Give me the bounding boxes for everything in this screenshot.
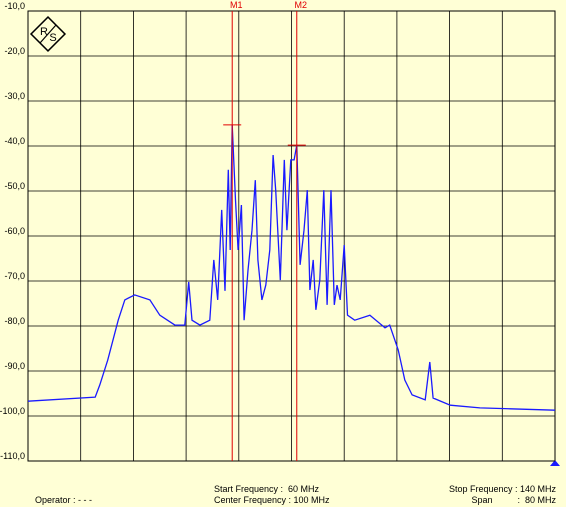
logo-letter: S [49, 32, 56, 44]
info-start: Start Frequency : 60 MHz [214, 484, 320, 494]
y-tick-label: -90,0 [4, 361, 25, 371]
y-tick-label: -10,0 [4, 1, 25, 11]
logo: R S [29, 15, 67, 53]
ref-triangle [550, 460, 560, 466]
y-tick-label: -100,0 [0, 406, 25, 416]
y-tick-label: -60,0 [4, 226, 25, 236]
y-tick-label: -70,0 [4, 271, 25, 281]
info-center: Center Frequency : 100 MHz [214, 495, 330, 505]
y-tick-label: -20,0 [4, 46, 25, 56]
y-tick-label: -80,0 [4, 316, 25, 326]
logo-slash [39, 24, 57, 44]
info-operator: Operator : - - - [35, 495, 92, 505]
info-span: Span : 80 MHz [471, 495, 556, 505]
marker-label: M2 [295, 0, 308, 10]
y-tick-label: -50,0 [4, 181, 25, 191]
y-tick-label: -110,0 [0, 451, 25, 461]
info-stop: Stop Frequency : 140 MHz [449, 484, 557, 494]
y-tick-label: -40,0 [4, 136, 25, 146]
y-tick-label: -30,0 [4, 91, 25, 101]
marker-label: M1 [230, 0, 243, 10]
logo-letter: R [40, 26, 48, 38]
trace [27, 124, 556, 411]
